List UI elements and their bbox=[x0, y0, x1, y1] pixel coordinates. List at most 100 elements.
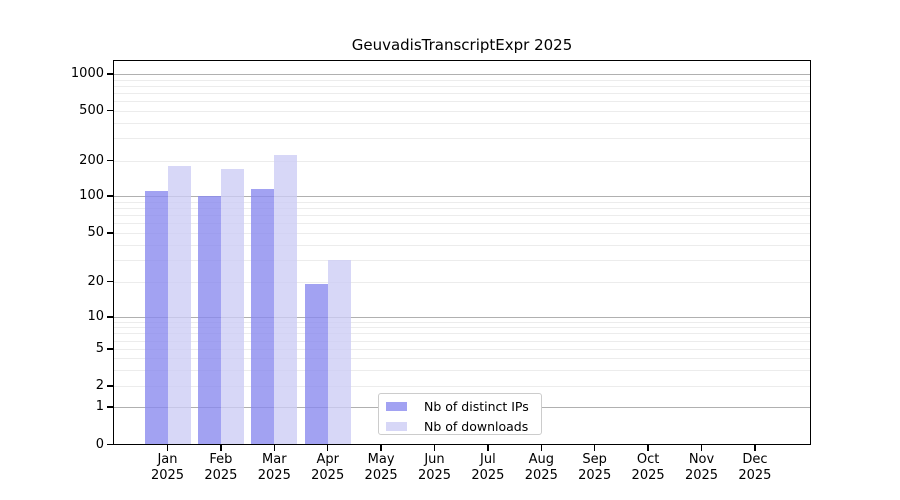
legend-label-distinct-ips: Nb of distinct IPs bbox=[424, 398, 529, 414]
x-tick-mark bbox=[754, 445, 756, 451]
gridline-minor bbox=[113, 223, 811, 225]
gridline-minor bbox=[113, 138, 811, 140]
y-tick-label: 2 bbox=[95, 378, 104, 393]
gridline-minor bbox=[113, 349, 811, 350]
y-tick-label: 1 bbox=[95, 399, 104, 414]
x-tick-year: 2025 bbox=[417, 468, 452, 483]
x-tick-label: Apr 2025 bbox=[296, 452, 360, 484]
bar-distinct-ips bbox=[144, 190, 168, 445]
legend-swatch-distinct-ips bbox=[386, 401, 407, 411]
x-tick-label: Nov 2025 bbox=[670, 452, 734, 484]
gridline-minor bbox=[113, 100, 811, 102]
x-tick-year: 2025 bbox=[631, 468, 665, 483]
x-tick-mark bbox=[166, 445, 169, 451]
x-tick-year: 2025 bbox=[738, 468, 772, 483]
x-tick-label: Jul 2025 bbox=[456, 452, 520, 484]
bar-distinct-ips bbox=[251, 189, 275, 445]
x-tick-month: Apr bbox=[316, 452, 339, 467]
x-tick-month: Jan bbox=[157, 452, 178, 467]
legend-item-downloads: Nb of downloads bbox=[379, 416, 541, 436]
gridline-major bbox=[113, 74, 811, 75]
y-tick-label: 0 bbox=[95, 436, 104, 452]
x-tick-year: 2025 bbox=[524, 468, 558, 483]
legend: Nb of distinct IPs Nb of downloads bbox=[378, 393, 542, 435]
x-tick-month: May bbox=[367, 452, 395, 467]
x-tick-year: 2025 bbox=[311, 468, 345, 483]
y-tick-mark bbox=[107, 195, 113, 197]
x-tick-mark bbox=[273, 445, 276, 451]
gridline-minor bbox=[113, 260, 811, 262]
x-tick-mark bbox=[700, 445, 703, 451]
x-tick-label: Feb 2025 bbox=[189, 452, 253, 484]
x-tick-mark bbox=[593, 445, 596, 451]
y-tick-mark bbox=[107, 109, 113, 112]
x-tick-month: Feb bbox=[209, 452, 233, 467]
x-tick-mark bbox=[433, 445, 436, 451]
x-tick-year: 2025 bbox=[257, 468, 291, 483]
x-tick-year: 2025 bbox=[471, 468, 505, 483]
gridline-minor bbox=[113, 160, 811, 162]
y-tick-label: 20 bbox=[87, 273, 104, 289]
y-tick-mark bbox=[107, 159, 113, 162]
gridline-minor bbox=[113, 122, 811, 124]
x-tick-label: Jan 2025 bbox=[136, 452, 200, 484]
x-tick-month: Dec bbox=[742, 452, 768, 467]
x-tick-month: Aug bbox=[528, 452, 554, 467]
y-tick-mark bbox=[107, 443, 113, 446]
y-tick-mark bbox=[107, 280, 113, 283]
gridline-minor bbox=[113, 85, 811, 87]
x-tick-year: 2025 bbox=[150, 468, 185, 483]
chart-title: GeuvadisTranscriptExpr 2025 bbox=[351, 36, 573, 54]
x-tick-label: Dec 2025 bbox=[723, 452, 787, 484]
x-tick-month: Jun bbox=[424, 452, 445, 467]
gridline-minor bbox=[113, 369, 811, 371]
gridline-minor bbox=[113, 110, 811, 112]
bar-downloads bbox=[274, 155, 298, 445]
gridline-major bbox=[113, 196, 811, 197]
y-tick-mark bbox=[107, 406, 113, 408]
x-tick-month: Oct bbox=[636, 452, 660, 467]
x-tick-month: Mar bbox=[262, 452, 287, 467]
gridline-minor bbox=[113, 340, 811, 342]
y-tick-mark bbox=[107, 73, 113, 75]
plot-area bbox=[113, 60, 811, 445]
gridline-minor bbox=[113, 201, 811, 203]
x-tick-mark bbox=[487, 445, 489, 451]
gridline-minor bbox=[113, 92, 811, 94]
gridline-minor bbox=[113, 244, 811, 246]
y-tick-label: 5 bbox=[95, 341, 104, 356]
legend-swatch-downloads bbox=[386, 421, 407, 431]
gridline-minor bbox=[113, 358, 811, 359]
x-tick-mark bbox=[540, 445, 543, 451]
x-tick-mark bbox=[380, 445, 382, 451]
x-tick-year: 2025 bbox=[204, 468, 238, 483]
y-tick-label: 1000 bbox=[70, 66, 104, 81]
gridline-minor bbox=[113, 321, 811, 323]
x-tick-label: Sep 2025 bbox=[563, 452, 627, 484]
y-tick-label: 10 bbox=[87, 309, 104, 324]
x-tick-month: Sep bbox=[582, 452, 607, 467]
y-tick-label: 100 bbox=[79, 188, 104, 203]
y-tick-label: 50 bbox=[87, 225, 104, 240]
x-tick-year: 2025 bbox=[578, 468, 612, 483]
gridline-minor bbox=[113, 215, 811, 217]
x-tick-label: Jun 2025 bbox=[403, 452, 467, 484]
legend-item-distinct-ips: Nb of distinct IPs bbox=[379, 396, 541, 416]
y-tick-mark bbox=[107, 316, 113, 318]
gridline-minor bbox=[113, 233, 811, 234]
gridline-major bbox=[113, 317, 811, 318]
x-tick-month: Jul bbox=[480, 452, 496, 467]
bar-distinct-ips bbox=[304, 284, 328, 445]
y-tick-mark bbox=[107, 385, 113, 387]
legend-label-downloads: Nb of downloads bbox=[424, 418, 529, 434]
x-tick-label: May 2025 bbox=[349, 452, 413, 484]
bar-downloads bbox=[167, 165, 191, 445]
bar-distinct-ips bbox=[197, 196, 221, 445]
gridline-minor bbox=[113, 386, 811, 387]
x-tick-mark bbox=[647, 445, 649, 451]
bar-downloads bbox=[327, 260, 351, 445]
gridline-minor bbox=[113, 79, 811, 81]
gridline-minor bbox=[113, 333, 811, 335]
y-tick-mark bbox=[107, 348, 113, 350]
